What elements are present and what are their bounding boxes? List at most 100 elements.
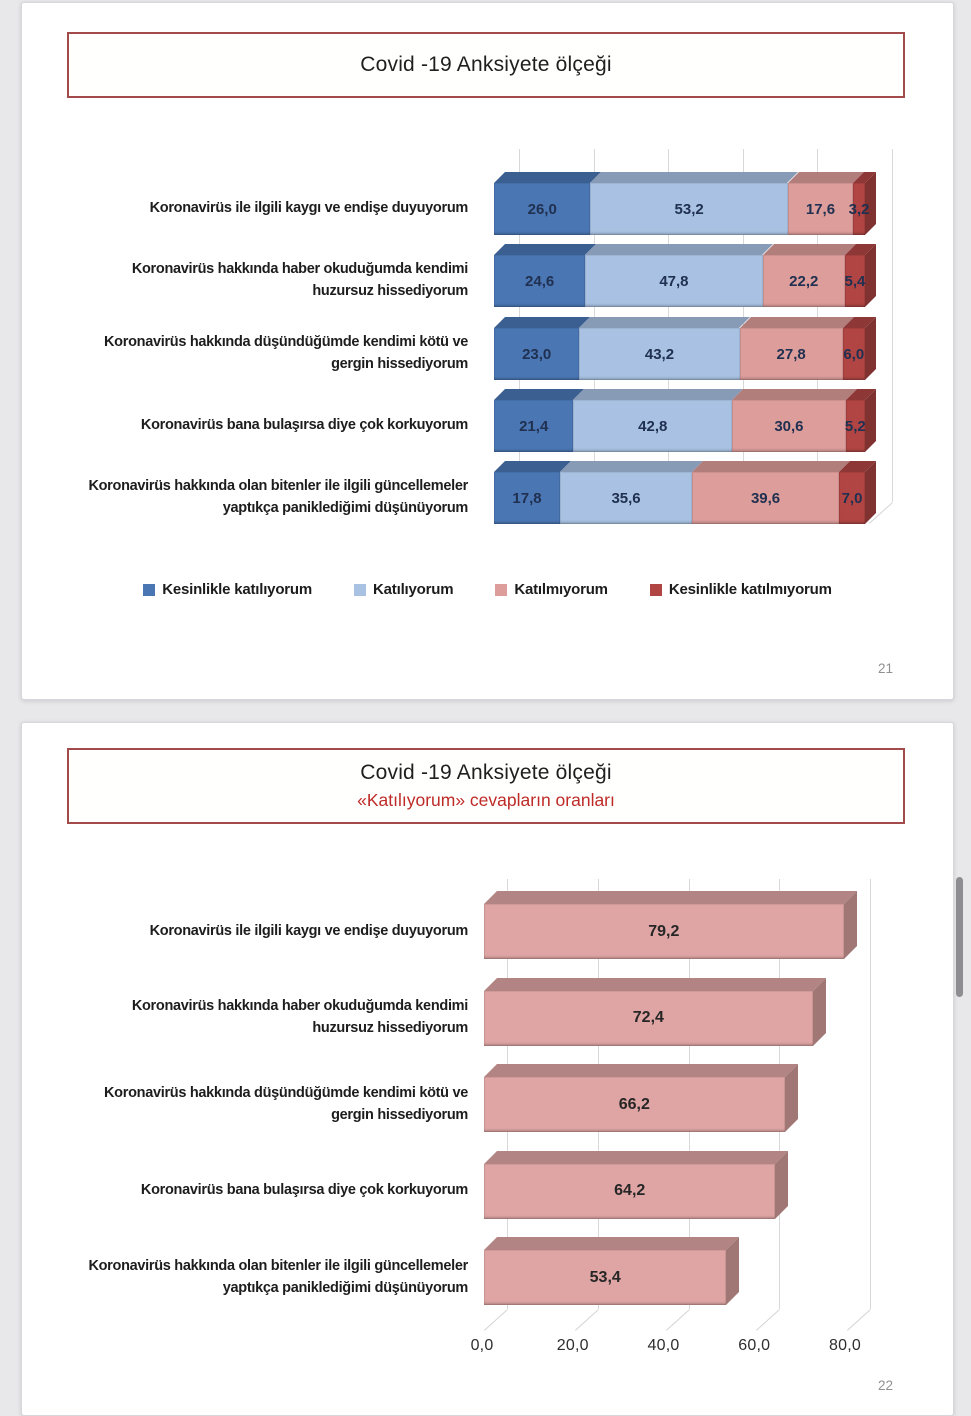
page-number: 22 xyxy=(878,1378,894,1393)
bar-side-face xyxy=(775,1150,789,1219)
bar-segment xyxy=(585,244,774,307)
bar-segment-top-face xyxy=(494,172,602,183)
slide1-title-box: Covid -19 Anksiyete ölçeği xyxy=(67,32,905,98)
axis-tick-label: 60,0 xyxy=(738,1337,771,1354)
floor-line xyxy=(847,1309,871,1331)
category-label: Koronavirüs hakkında düşündüğümde kendim… xyxy=(104,334,468,372)
category-label: Koronavirüs hakkında haber okuduğumda ke… xyxy=(131,998,468,1036)
legend-swatch-icon xyxy=(354,583,367,596)
data-bar: 79,2 xyxy=(484,891,857,959)
bar-segment-top-face xyxy=(560,461,704,472)
value-label: 5,4 xyxy=(844,272,866,290)
legend-swatch-icon xyxy=(495,583,508,596)
value-label: 42,8 xyxy=(638,417,668,435)
bar-segment xyxy=(739,317,854,380)
value-label: 47,8 xyxy=(659,272,689,290)
bar-segment xyxy=(494,389,585,452)
gridline xyxy=(870,879,871,1309)
stacked-bar: 26,0 53,2 17,6 3,2 xyxy=(494,172,876,235)
bar-side-face xyxy=(726,1237,740,1305)
bar-segment xyxy=(853,172,876,235)
legend-item-kesinlikle-katilmiyorum: Kesinlikle katılmıyorum xyxy=(649,581,832,598)
value-label: 64,2 xyxy=(614,1182,646,1199)
bar-segment xyxy=(787,172,865,235)
category-label: Koronavirüs hakkında olan bitenler ile i… xyxy=(88,1257,468,1296)
value-label: 23,0 xyxy=(522,345,552,363)
value-label: 3,2 xyxy=(848,200,870,218)
legend-item-kesinlikle-katiliyorum: Kesinlikle katılıyorum xyxy=(143,581,312,598)
chart1-legend: Kesinlikle katılıyorum Katılıyorum Katıl… xyxy=(22,581,953,598)
data-bar: 53,4 xyxy=(484,1237,740,1305)
bar-segment-top-face xyxy=(732,389,857,400)
floor-line xyxy=(665,1309,690,1331)
category-label: Koronavirüs hakkında haber okuduğumda ke… xyxy=(131,261,468,299)
bar-segment xyxy=(839,461,876,524)
stacked-bar: 21,4 42,8 30,6 5,2 xyxy=(494,389,876,452)
value-label: 79,2 xyxy=(648,922,680,940)
value-label: 30,6 xyxy=(774,417,804,435)
value-label: 22,2 xyxy=(789,272,819,290)
bar-segment-top-face xyxy=(762,244,856,255)
bar-segment-top-face xyxy=(494,389,585,400)
stacked-bar: 24,6 47,8 22,2 5,4 xyxy=(494,244,876,307)
legend-item-katiliyorum: Katılıyorum xyxy=(354,581,454,598)
bar-segment-top-face xyxy=(739,317,854,328)
bar-side-face xyxy=(843,891,857,959)
bar-face xyxy=(484,1237,740,1305)
category-label: Koronavirüs ile ilgili kaygı ve endişe d… xyxy=(149,922,469,939)
bar-segment xyxy=(590,172,799,235)
value-label: 53,4 xyxy=(589,1268,621,1286)
bar-segment xyxy=(494,317,591,380)
category-label: Koronavirüs hakkında düşündüğümde kendim… xyxy=(104,1084,468,1123)
bar-segment xyxy=(579,317,751,380)
bar-side-face xyxy=(784,1064,798,1132)
bar-segment-side-face xyxy=(864,389,876,452)
value-label: 6,0 xyxy=(843,345,865,363)
bar-side-face xyxy=(812,977,826,1046)
legend-label: Katılmıyorum xyxy=(514,581,608,598)
bar-segment xyxy=(494,461,572,524)
slide2-subtitle: «Katılıyorum» cevapların oranları xyxy=(357,790,615,810)
data-bar: 66,2 xyxy=(484,1064,798,1132)
bar-top-face xyxy=(484,977,826,991)
slide2-title-box: Covid -19 Anksiyete ölçeği «Katılıyorum»… xyxy=(67,748,905,824)
bar-segment-top-face xyxy=(692,461,851,472)
bar-segment xyxy=(732,389,857,452)
bar-segment-top-face xyxy=(590,172,799,183)
data-bar: 72,4 xyxy=(484,977,826,1046)
bar-segment-top-face xyxy=(579,317,751,328)
value-label: 17,6 xyxy=(805,200,836,218)
value-label: 43,2 xyxy=(644,345,675,363)
legend-label: Kesinlikle katılmıyorum xyxy=(668,581,832,598)
value-label: 66,2 xyxy=(618,1095,650,1113)
bar-segment-side-face xyxy=(864,244,876,307)
stacked-bar: 23,0 43,2 27,8 6,0 xyxy=(494,317,876,380)
floor-line xyxy=(484,1309,508,1331)
slide-22-card: Covid -19 Anksiyete ölçeği «Katılıyorum»… xyxy=(21,722,954,1416)
legend-item-katilmiyorum: Katılmıyorum xyxy=(495,581,608,598)
bar-face xyxy=(484,1150,789,1219)
value-label: 17,8 xyxy=(512,489,542,507)
bar-top-face xyxy=(484,1237,740,1250)
bar-segment xyxy=(842,317,876,380)
bar-segment-top-face xyxy=(494,317,591,328)
category-label: Koronavirüs hakkında olan bitenler ile i… xyxy=(88,478,468,516)
bar-segment-top-face xyxy=(787,172,865,183)
bar-face xyxy=(484,891,857,959)
bar-segment xyxy=(762,244,856,307)
bar-segment-top-face xyxy=(573,389,744,400)
bar-segment xyxy=(494,244,597,307)
value-label: 53,2 xyxy=(674,200,704,218)
slide1-title: Covid -19 Anksiyete ölçeği xyxy=(360,53,612,76)
value-label: 27,8 xyxy=(776,345,806,363)
axis-tick-label: 40,0 xyxy=(647,1337,680,1354)
bar-face xyxy=(484,977,826,1046)
category-label: Koronavirüs ile ilgili kaygı ve endişe d… xyxy=(149,200,469,217)
vertical-scrollbar-thumb[interactable] xyxy=(956,877,963,997)
bar-face xyxy=(484,1064,798,1132)
bar-segment-top-face xyxy=(585,244,774,255)
bar-segment-side-face xyxy=(864,461,876,524)
bar-segment xyxy=(560,461,704,524)
bar-segment-top-face xyxy=(494,244,597,255)
